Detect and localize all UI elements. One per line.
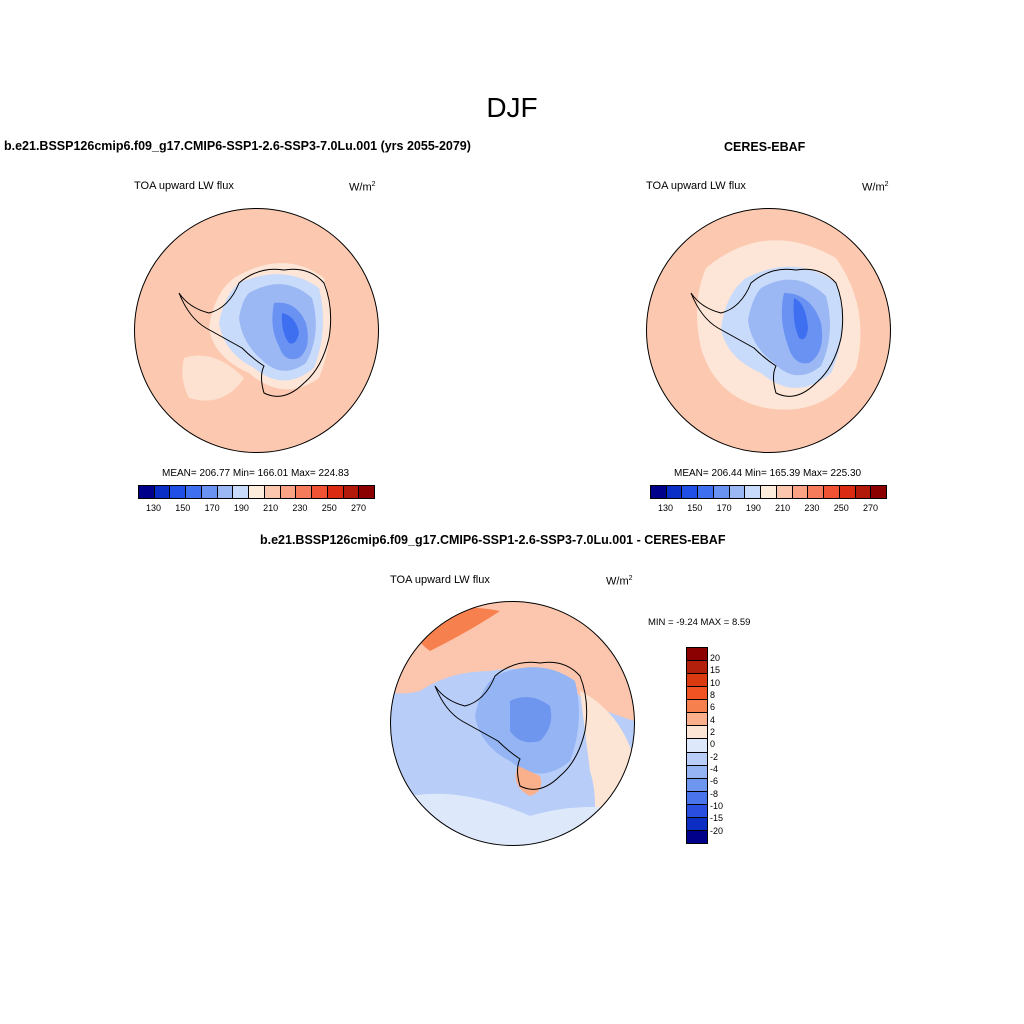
right-colorbar-tick-6: 250 — [833, 503, 849, 513]
diff-colorbar-swatch-4 — [687, 700, 707, 714]
diff-colorbar-swatch-14 — [687, 830, 707, 843]
right-colorbar-tick-2: 170 — [716, 503, 732, 513]
right-colorbar-swatch-4 — [713, 486, 730, 498]
right-colorbar-swatch-5 — [729, 486, 746, 498]
diff-colorbar-swatch-3 — [687, 687, 707, 701]
right-colorbar-swatch-3 — [698, 486, 714, 498]
left-panel-title: b.e21.BSSP126cmip6.f09_g17.CMIP6-SSP1-2.… — [4, 139, 471, 153]
right-colorbar-swatch-10 — [808, 486, 825, 498]
right-colorbar-swatch-12 — [839, 486, 856, 498]
diff-colorbar-tick-11: -8 — [710, 788, 719, 799]
left-colorbar-tick-2: 170 — [204, 503, 220, 513]
left-colorbar-tick-7: 270 — [350, 503, 366, 513]
right-colorbar-ticks: 130 150 170 190 210 230 250 270 — [658, 503, 878, 513]
left-colorbar-tick-6: 250 — [321, 503, 337, 513]
diff-colorbar-swatch-11 — [687, 791, 707, 805]
right-colorbar-swatch-13 — [855, 486, 872, 498]
diff-colorbar-tick-5: 4 — [710, 714, 716, 725]
right-colorbar-swatch-11 — [824, 486, 840, 498]
left-colorbar-tick-5: 230 — [292, 503, 308, 513]
right-colorbar-tick-4: 210 — [775, 503, 791, 513]
diff-colorbar-swatch-12 — [687, 804, 707, 818]
right-colorbar-swatch-6 — [745, 486, 762, 498]
left-colorbar-swatch-11 — [312, 486, 328, 498]
left-polar-map — [134, 208, 379, 453]
left-colorbar-swatch-5 — [217, 486, 234, 498]
left-colorbar-swatch-7 — [249, 486, 265, 498]
left-colorbar-ticks: 130 150 170 190 210 230 250 270 — [146, 503, 366, 513]
right-colorbar-tick-7: 270 — [862, 503, 878, 513]
right-colorbar-swatch-7 — [761, 486, 777, 498]
diff-colorbar-tick-6: 2 — [710, 727, 716, 738]
left-colorbar-swatch-10 — [296, 486, 313, 498]
diff-colorbar-tick-7: 0 — [710, 739, 716, 750]
diff-colorbar-swatch-2 — [687, 674, 707, 688]
right-polar-map — [646, 208, 891, 453]
diff-colorbar-tick-10: -6 — [710, 776, 719, 787]
diff-colorbar — [686, 647, 708, 844]
left-colorbar-swatch-0 — [139, 486, 155, 498]
left-colorbar-swatch-13 — [343, 486, 360, 498]
right-units-label: W/m2 — [862, 181, 889, 194]
left-colorbar-tick-0: 130 — [146, 503, 162, 513]
left-colorbar-swatch-8 — [264, 486, 281, 498]
left-colorbar-swatch-3 — [186, 486, 202, 498]
right-colorbar-tick-5: 230 — [804, 503, 820, 513]
left-colorbar-swatch-1 — [154, 486, 171, 498]
right-colorbar-swatch-8 — [776, 486, 793, 498]
diff-colorbar-tick-2: 10 — [710, 677, 721, 688]
left-colorbar-swatch-4 — [201, 486, 218, 498]
diff-colorbar-swatch-8 — [687, 752, 707, 766]
left-colorbar-swatch-6 — [233, 486, 250, 498]
diff-colorbar-swatch-10 — [687, 778, 707, 792]
right-colorbar-tick-3: 190 — [745, 503, 761, 513]
diff-colorbar-tick-8: -2 — [710, 751, 719, 762]
right-colorbar-tick-0: 130 — [658, 503, 674, 513]
left-variable-label: TOA upward LW flux — [134, 180, 234, 192]
diff-colorbar-swatch-13 — [687, 817, 707, 831]
right-stats: MEAN= 206.44 Min= 165.39 Max= 225.30 — [674, 468, 862, 479]
diff-colorbar-swatch-7 — [687, 739, 707, 753]
right-colorbar-swatch-0 — [651, 486, 667, 498]
diff-colorbar-tick-12: -10 — [710, 801, 724, 812]
left-colorbar-swatch-12 — [327, 486, 344, 498]
figure-title: DJF — [486, 92, 538, 123]
left-stats: MEAN= 206.77 Min= 166.01 Max= 224.83 — [162, 468, 350, 479]
left-units-label: W/m2 — [349, 181, 376, 194]
left-colorbar-tick-1: 150 — [175, 503, 191, 513]
diff-colorbar-swatch-6 — [687, 726, 707, 740]
right-colorbar-swatch-14 — [871, 486, 887, 498]
diff-colorbar-swatch-5 — [687, 713, 707, 727]
right-colorbar-tick-1: 150 — [687, 503, 703, 513]
left-colorbar-swatch-14 — [359, 486, 375, 498]
left-colorbar-tick-4: 210 — [263, 503, 279, 513]
diff-colorbar-tick-9: -4 — [710, 764, 719, 775]
left-colorbar-swatch-2 — [170, 486, 187, 498]
diff-colorbar-tick-0: 20 — [710, 653, 721, 663]
diff-minmax: MIN = -9.24 MAX = 8.59 — [648, 617, 751, 628]
diff-variable-label: TOA upward LW flux — [390, 574, 490, 586]
diff-colorbar-tick-3: 8 — [710, 690, 716, 701]
right-panel-title: CERES-EBAF — [724, 140, 806, 154]
left-colorbar-tick-3: 190 — [233, 503, 249, 513]
right-colorbar — [650, 485, 887, 499]
right-colorbar-swatch-1 — [666, 486, 683, 498]
diff-units-label: W/m2 — [606, 575, 633, 588]
diff-colorbar-swatch-9 — [687, 765, 707, 779]
diff-colorbar-swatch-0 — [687, 648, 707, 662]
diff-polar-map — [390, 601, 635, 846]
diff-colorbar-tick-4: 6 — [710, 702, 716, 713]
left-colorbar-swatch-9 — [280, 486, 297, 498]
diff-colorbar-ticks: 20 15 10 8 6 4 2 0 -2 -4 -6 -8 -10 -15 -20 — [710, 653, 723, 836]
diff-colorbar-tick-13: -15 — [710, 813, 724, 824]
left-colorbar — [138, 485, 375, 499]
right-variable-label: TOA upward LW flux — [646, 180, 746, 192]
diff-colorbar-swatch-1 — [687, 661, 707, 675]
right-colorbar-swatch-2 — [682, 486, 699, 498]
diff-colorbar-tick-14: -20 — [710, 825, 724, 836]
diff-colorbar-tick-1: 15 — [710, 665, 721, 676]
diff-panel-title: b.e21.BSSP126cmip6.f09_g17.CMIP6-SSP1-2.… — [260, 533, 726, 547]
right-colorbar-swatch-9 — [792, 486, 809, 498]
